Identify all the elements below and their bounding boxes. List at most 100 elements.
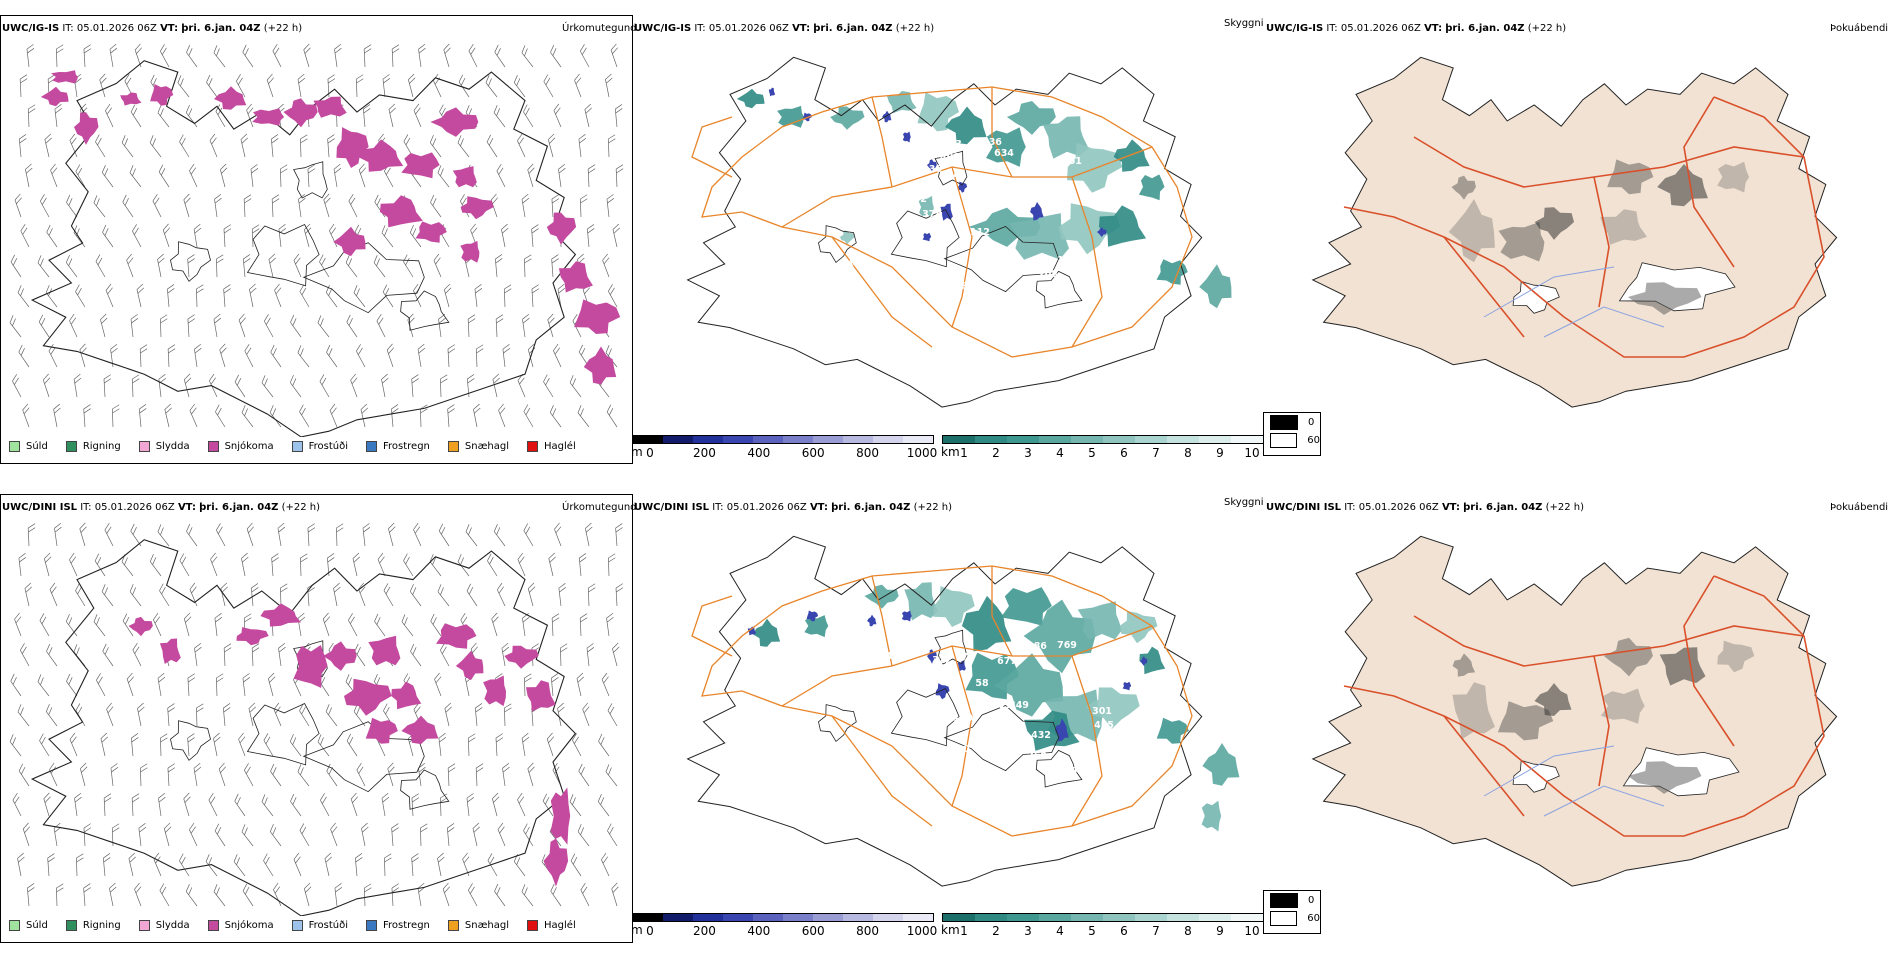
wind-barb — [69, 313, 78, 338]
wind-barb-flag — [381, 225, 386, 233]
wind-barb-shaft — [96, 680, 106, 697]
wind-barb — [14, 612, 22, 637]
wind-barb-shaft — [105, 110, 114, 128]
wind-barb-flag — [330, 227, 336, 235]
wind-barb-flag — [25, 163, 32, 170]
wind-barb-shaft — [607, 710, 618, 727]
wind-barb — [277, 522, 286, 547]
wind-barb-shaft — [523, 111, 534, 128]
wind-barb-flag — [503, 348, 511, 354]
wind-barb-flag — [46, 643, 51, 652]
wind-barb-flag — [325, 704, 330, 712]
wind-barb-flag — [348, 736, 354, 745]
wind-barb — [317, 315, 330, 338]
wind-barb-flag — [307, 168, 316, 174]
glacier-outline — [170, 720, 211, 761]
colorbar-tick-label: 2 — [992, 446, 1000, 460]
legend-item: Rigning — [65, 440, 121, 452]
wind-barb-flag — [51, 167, 58, 175]
wind-barb-flag — [609, 826, 614, 835]
wind-barb-shaft — [411, 379, 414, 398]
wind-barb — [167, 703, 175, 727]
wind-barb-flag — [493, 524, 498, 532]
init-time: IT: 05.01.2026 06Z — [80, 502, 175, 513]
land-area — [1311, 56, 1838, 408]
wind-barb — [401, 614, 414, 637]
wind-barb-flag — [194, 347, 202, 354]
wind-barb-shaft — [189, 589, 198, 607]
wind-barb-flag — [607, 198, 615, 204]
wind-barb-flag — [280, 587, 288, 593]
wind-barb-flag — [527, 762, 534, 770]
wind-barb-shaft — [216, 258, 218, 278]
wind-barb — [325, 704, 338, 727]
wind-barb-flag — [335, 887, 343, 893]
colorbar-swatch — [783, 436, 813, 443]
wind-barb-flag — [131, 733, 139, 739]
wind-barb — [551, 254, 559, 278]
wind-barb-flag — [104, 647, 109, 655]
coastline — [686, 535, 1203, 887]
precip-layer — [9, 43, 624, 437]
wind-barb-flag — [247, 107, 254, 115]
wind-barb-shaft — [348, 620, 358, 637]
legend-item: Slydda — [138, 919, 190, 931]
wind-barb-flag — [71, 137, 77, 145]
wind-barb-shaft — [19, 79, 22, 98]
wind-barb-flag — [460, 613, 466, 621]
wind-barb — [289, 375, 302, 398]
wind-barb-flag — [433, 253, 440, 261]
wind-barb-shaft — [39, 201, 50, 218]
wind-barb — [101, 584, 114, 607]
wind-barb-flag — [223, 224, 231, 230]
wind-barb-shaft — [109, 888, 114, 907]
legend-item: Slydda — [138, 440, 190, 452]
wind-barb-flag — [300, 557, 308, 563]
wind-barb-flag — [552, 763, 558, 771]
wind-barb-flag — [441, 646, 447, 654]
wind-barb — [241, 824, 254, 847]
wind-barb — [494, 883, 506, 907]
wind-barb — [531, 224, 539, 248]
wind-barb-flag — [24, 582, 32, 589]
fog-layer — [1311, 535, 1838, 887]
wind-barb-flag — [68, 258, 73, 266]
wind-barb — [439, 793, 448, 817]
wind-barb-flag — [20, 78, 28, 84]
fog-index-area — [1534, 683, 1572, 716]
wind-barb-flag — [374, 194, 379, 203]
wind-barb-flag — [264, 314, 269, 322]
wind-barb-shaft — [153, 619, 162, 637]
ceiling-value-label: 769 — [1057, 640, 1077, 651]
wind-barb-flag — [525, 407, 531, 416]
wind-barb-flag — [53, 403, 60, 410]
wind-barb-flag — [17, 852, 24, 859]
colorbar-tick-label: 6 — [1120, 446, 1128, 460]
wind-barb-flag — [411, 378, 419, 384]
snow-area — [550, 787, 571, 845]
wind-barb-shaft — [517, 799, 526, 817]
wind-barb-flag — [587, 647, 595, 653]
panel-title: Úrkomutegund — [562, 502, 637, 513]
wind-barb — [517, 792, 526, 817]
low-visibility-area — [1023, 599, 1096, 674]
wind-barb-flag — [527, 163, 534, 171]
wind-barb-flag — [189, 822, 195, 830]
wind-barb-shaft — [334, 888, 338, 907]
wind-barb-shaft — [158, 798, 162, 817]
wind-barb-shaft — [439, 650, 450, 667]
wind-barb — [354, 643, 366, 667]
wind-barb — [183, 193, 191, 218]
wind-barb — [547, 313, 555, 338]
ceiling-value-label: 943 — [942, 139, 962, 150]
wind-barb — [139, 344, 148, 368]
snow-area — [380, 195, 423, 228]
wind-barb-flag — [386, 343, 393, 351]
wind-barb-flag — [138, 823, 146, 829]
wind-barb-flag — [93, 195, 98, 203]
wind-barb-shaft — [524, 677, 526, 697]
wind-barb-flag — [273, 702, 280, 710]
wind-barb-shaft — [527, 588, 534, 607]
wind-barb-flag — [293, 253, 300, 261]
wind-barb-flag — [445, 706, 452, 713]
